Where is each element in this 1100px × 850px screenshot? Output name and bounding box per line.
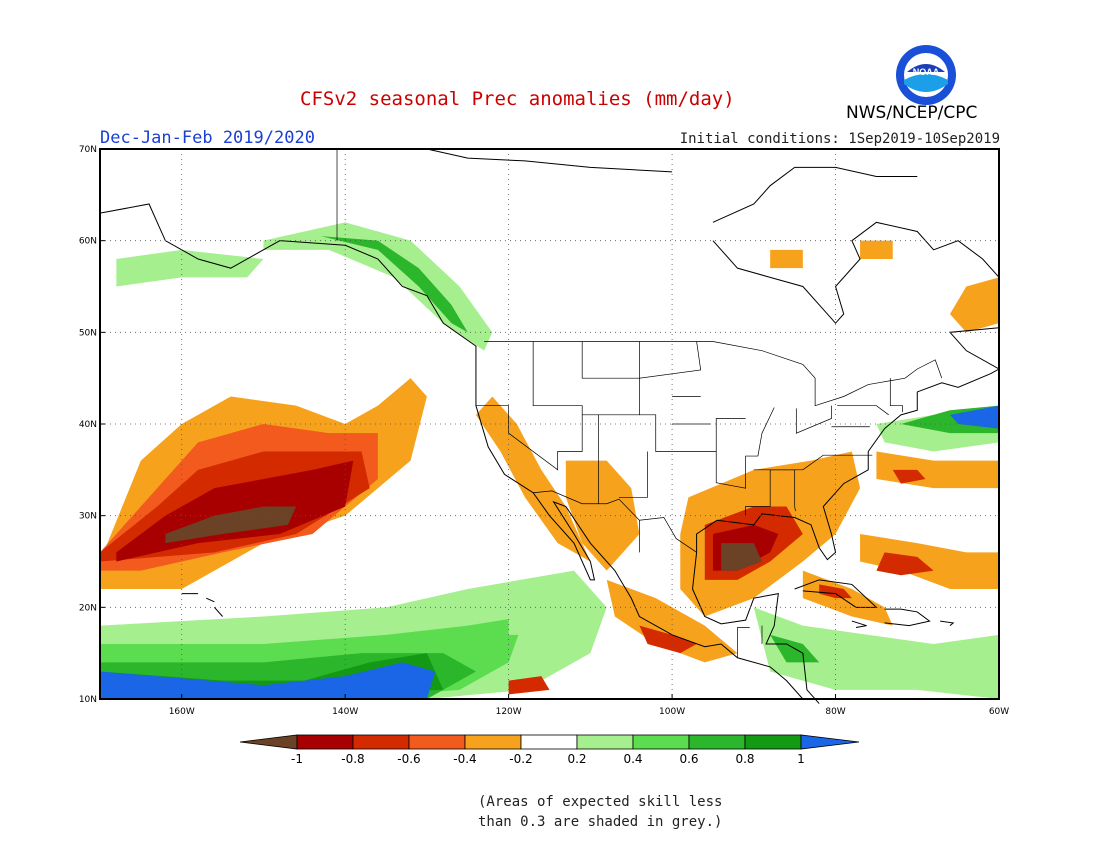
border-line [715, 451, 758, 489]
anomaly-region [565, 460, 640, 571]
border-line [737, 627, 750, 658]
coastline [692, 552, 820, 704]
anomaly-region [949, 405, 999, 429]
colorbar-swatch [352, 734, 410, 750]
coastline [712, 221, 1000, 324]
colorbar-label: -1 [291, 752, 303, 766]
anomaly-region [639, 625, 697, 654]
anomaly-region [508, 676, 550, 695]
colorbar-swatch [296, 734, 354, 750]
border-line [484, 341, 943, 407]
border-line [753, 454, 873, 471]
lon-tick-label: 120W [496, 707, 522, 717]
colorbar-arrow-high [800, 734, 860, 750]
anomaly-region [508, 598, 607, 635]
initial-conditions-label: Initial conditions: 1Sep2019-10Sep2019 [679, 131, 1000, 147]
border-line [533, 490, 697, 553]
coastline [884, 608, 931, 627]
coastline [712, 166, 918, 223]
anomaly-region [860, 534, 999, 589]
coastline [851, 620, 867, 628]
lon-tick-label: 100W [659, 707, 685, 717]
colorbar-swatch [632, 734, 690, 750]
coastline [940, 620, 955, 627]
colorbar-swatch [688, 734, 746, 750]
coastline [214, 607, 223, 617]
lat-tick-label: 40N [79, 420, 97, 430]
anomaly-region [475, 396, 591, 562]
anomaly-region [949, 277, 999, 333]
anomaly-region [606, 579, 738, 663]
anomaly-region [116, 249, 264, 287]
noaa-logo: NOAA [896, 45, 956, 105]
colorbar-label: 0.8 [735, 752, 754, 766]
skill-note: (Areas of expected skill less than 0.3 a… [478, 792, 722, 832]
anomaly-region [721, 543, 762, 571]
colorbar-swatch [744, 734, 802, 750]
colorbar-swatch [464, 734, 522, 750]
colorbar-arrow-low [239, 734, 298, 750]
lat-tick-label: 70N [79, 145, 97, 155]
colorbar: -1 -0.8 -0.6 -0.4 -0.2 0.2 0.4 0.6 0.8 1 [239, 734, 860, 766]
anomaly-region [860, 240, 893, 259]
chart-title: CFSv2 seasonal Prec anomalies (mm/day) [300, 88, 735, 110]
lat-tick-label: 50N [79, 328, 97, 338]
border-line [889, 378, 903, 413]
anomaly-region [165, 506, 297, 544]
colorbar-swatch [520, 734, 578, 750]
lon-tick-label: 80W [825, 707, 845, 717]
lat-tick-label: 60N [79, 237, 97, 247]
anomaly-region [876, 451, 999, 489]
anomaly-region [100, 662, 436, 699]
border-line [581, 341, 746, 452]
border-line [757, 407, 775, 457]
political-borders [336, 149, 943, 658]
colorbar-label: 0.2 [567, 752, 586, 766]
season-label: Dec-Jan-Feb 2019/2020 [100, 128, 315, 148]
colorbar-label: -0.2 [509, 752, 532, 766]
colorbar-label: 0.4 [623, 752, 642, 766]
border-line [639, 341, 702, 379]
colorbar-label: -0.4 [453, 752, 476, 766]
border-line [618, 451, 648, 498]
agency-label: NWS/NCEP/CPC [846, 103, 978, 123]
anomaly-region [320, 236, 468, 333]
colorbar-swatch [408, 734, 466, 750]
lat-tick-label: 10N [79, 695, 97, 705]
lon-tick-label: 140W [332, 707, 358, 717]
anomaly-region [770, 249, 803, 269]
coastline [696, 327, 1001, 561]
colorbar-label: 1 [797, 752, 805, 766]
svg-text:NOAA: NOAA [913, 67, 940, 77]
anomaly-region [753, 607, 999, 699]
anomaly-region [892, 469, 926, 484]
anomaly-region [876, 552, 934, 576]
axis-ticks: 70N 60N 50N 40N 30N 20N 10N 160W 140W 120W 100W 80W… [79, 145, 1009, 717]
coastline [426, 148, 673, 173]
colorbar-label: 0.6 [679, 752, 698, 766]
skill-note-line1: (Areas of expected skill less [478, 794, 723, 810]
lat-lon-grid [100, 149, 999, 699]
lon-tick-label: 60W [989, 707, 1009, 717]
colorbar-swatch [576, 734, 634, 750]
anomaly-region [819, 584, 852, 599]
lat-tick-label: 20N [79, 603, 97, 613]
coastline [206, 597, 215, 603]
colorbar-label: -0.6 [397, 752, 420, 766]
anomaly-fields [100, 222, 999, 699]
border-line [837, 405, 889, 416]
lat-tick-label: 30N [79, 512, 97, 522]
border-line [795, 405, 832, 434]
skill-note-line2: than 0.3 are shaded in grey.) [478, 814, 723, 830]
lon-tick-label: 160W [169, 707, 195, 717]
colorbar-label: -0.8 [341, 752, 364, 766]
coastline [794, 579, 878, 608]
